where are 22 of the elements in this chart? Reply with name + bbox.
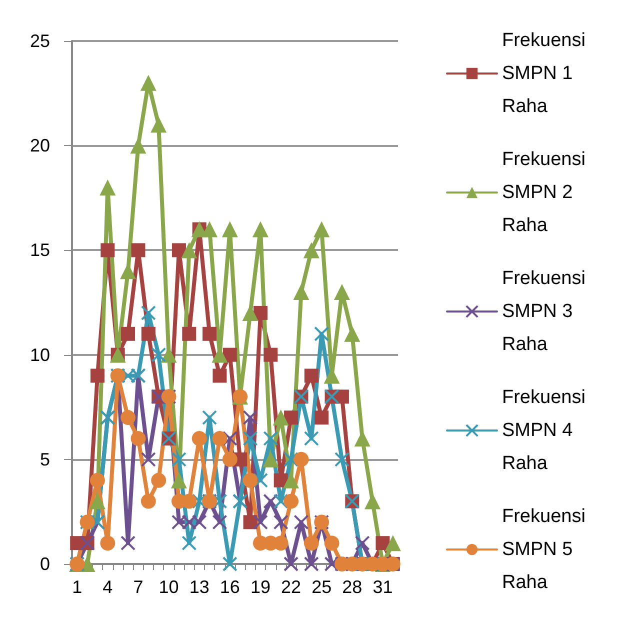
x-tick-label: 25 — [312, 577, 332, 597]
x-tick-label: 7 — [133, 577, 144, 597]
x-tick-label: 28 — [342, 577, 362, 597]
x-tick-label: 22 — [281, 577, 302, 597]
legend-label: Frekuensi SMPN 1 Raha — [502, 30, 591, 117]
x-tick-label: 31 — [372, 577, 393, 597]
y-tick-label: 20 — [30, 136, 50, 156]
y-tick-label: 15 — [30, 240, 50, 260]
legend-label: Frekuensi SMPN 5 Raha — [502, 506, 591, 593]
y-tick-label: 25 — [30, 31, 50, 51]
y-tick-label: 0 — [40, 554, 50, 574]
legend-label: Frekuensi SMPN 4 Raha — [502, 387, 591, 474]
legend-label: Frekuensi SMPN 3 Raha — [502, 268, 591, 355]
y-tick-label: 10 — [30, 344, 50, 365]
y-tick-label: 5 — [40, 449, 50, 470]
x-tick-label: 10 — [158, 577, 179, 597]
x-tick-label: 16 — [220, 577, 240, 597]
x-tick-label: 4 — [102, 577, 113, 597]
x-tick-label: 19 — [250, 577, 270, 597]
x-tick-label: 1 — [72, 577, 82, 597]
legend-label: Frekuensi SMPN 2 Raha — [502, 149, 591, 236]
x-tick-label: 13 — [189, 577, 210, 597]
